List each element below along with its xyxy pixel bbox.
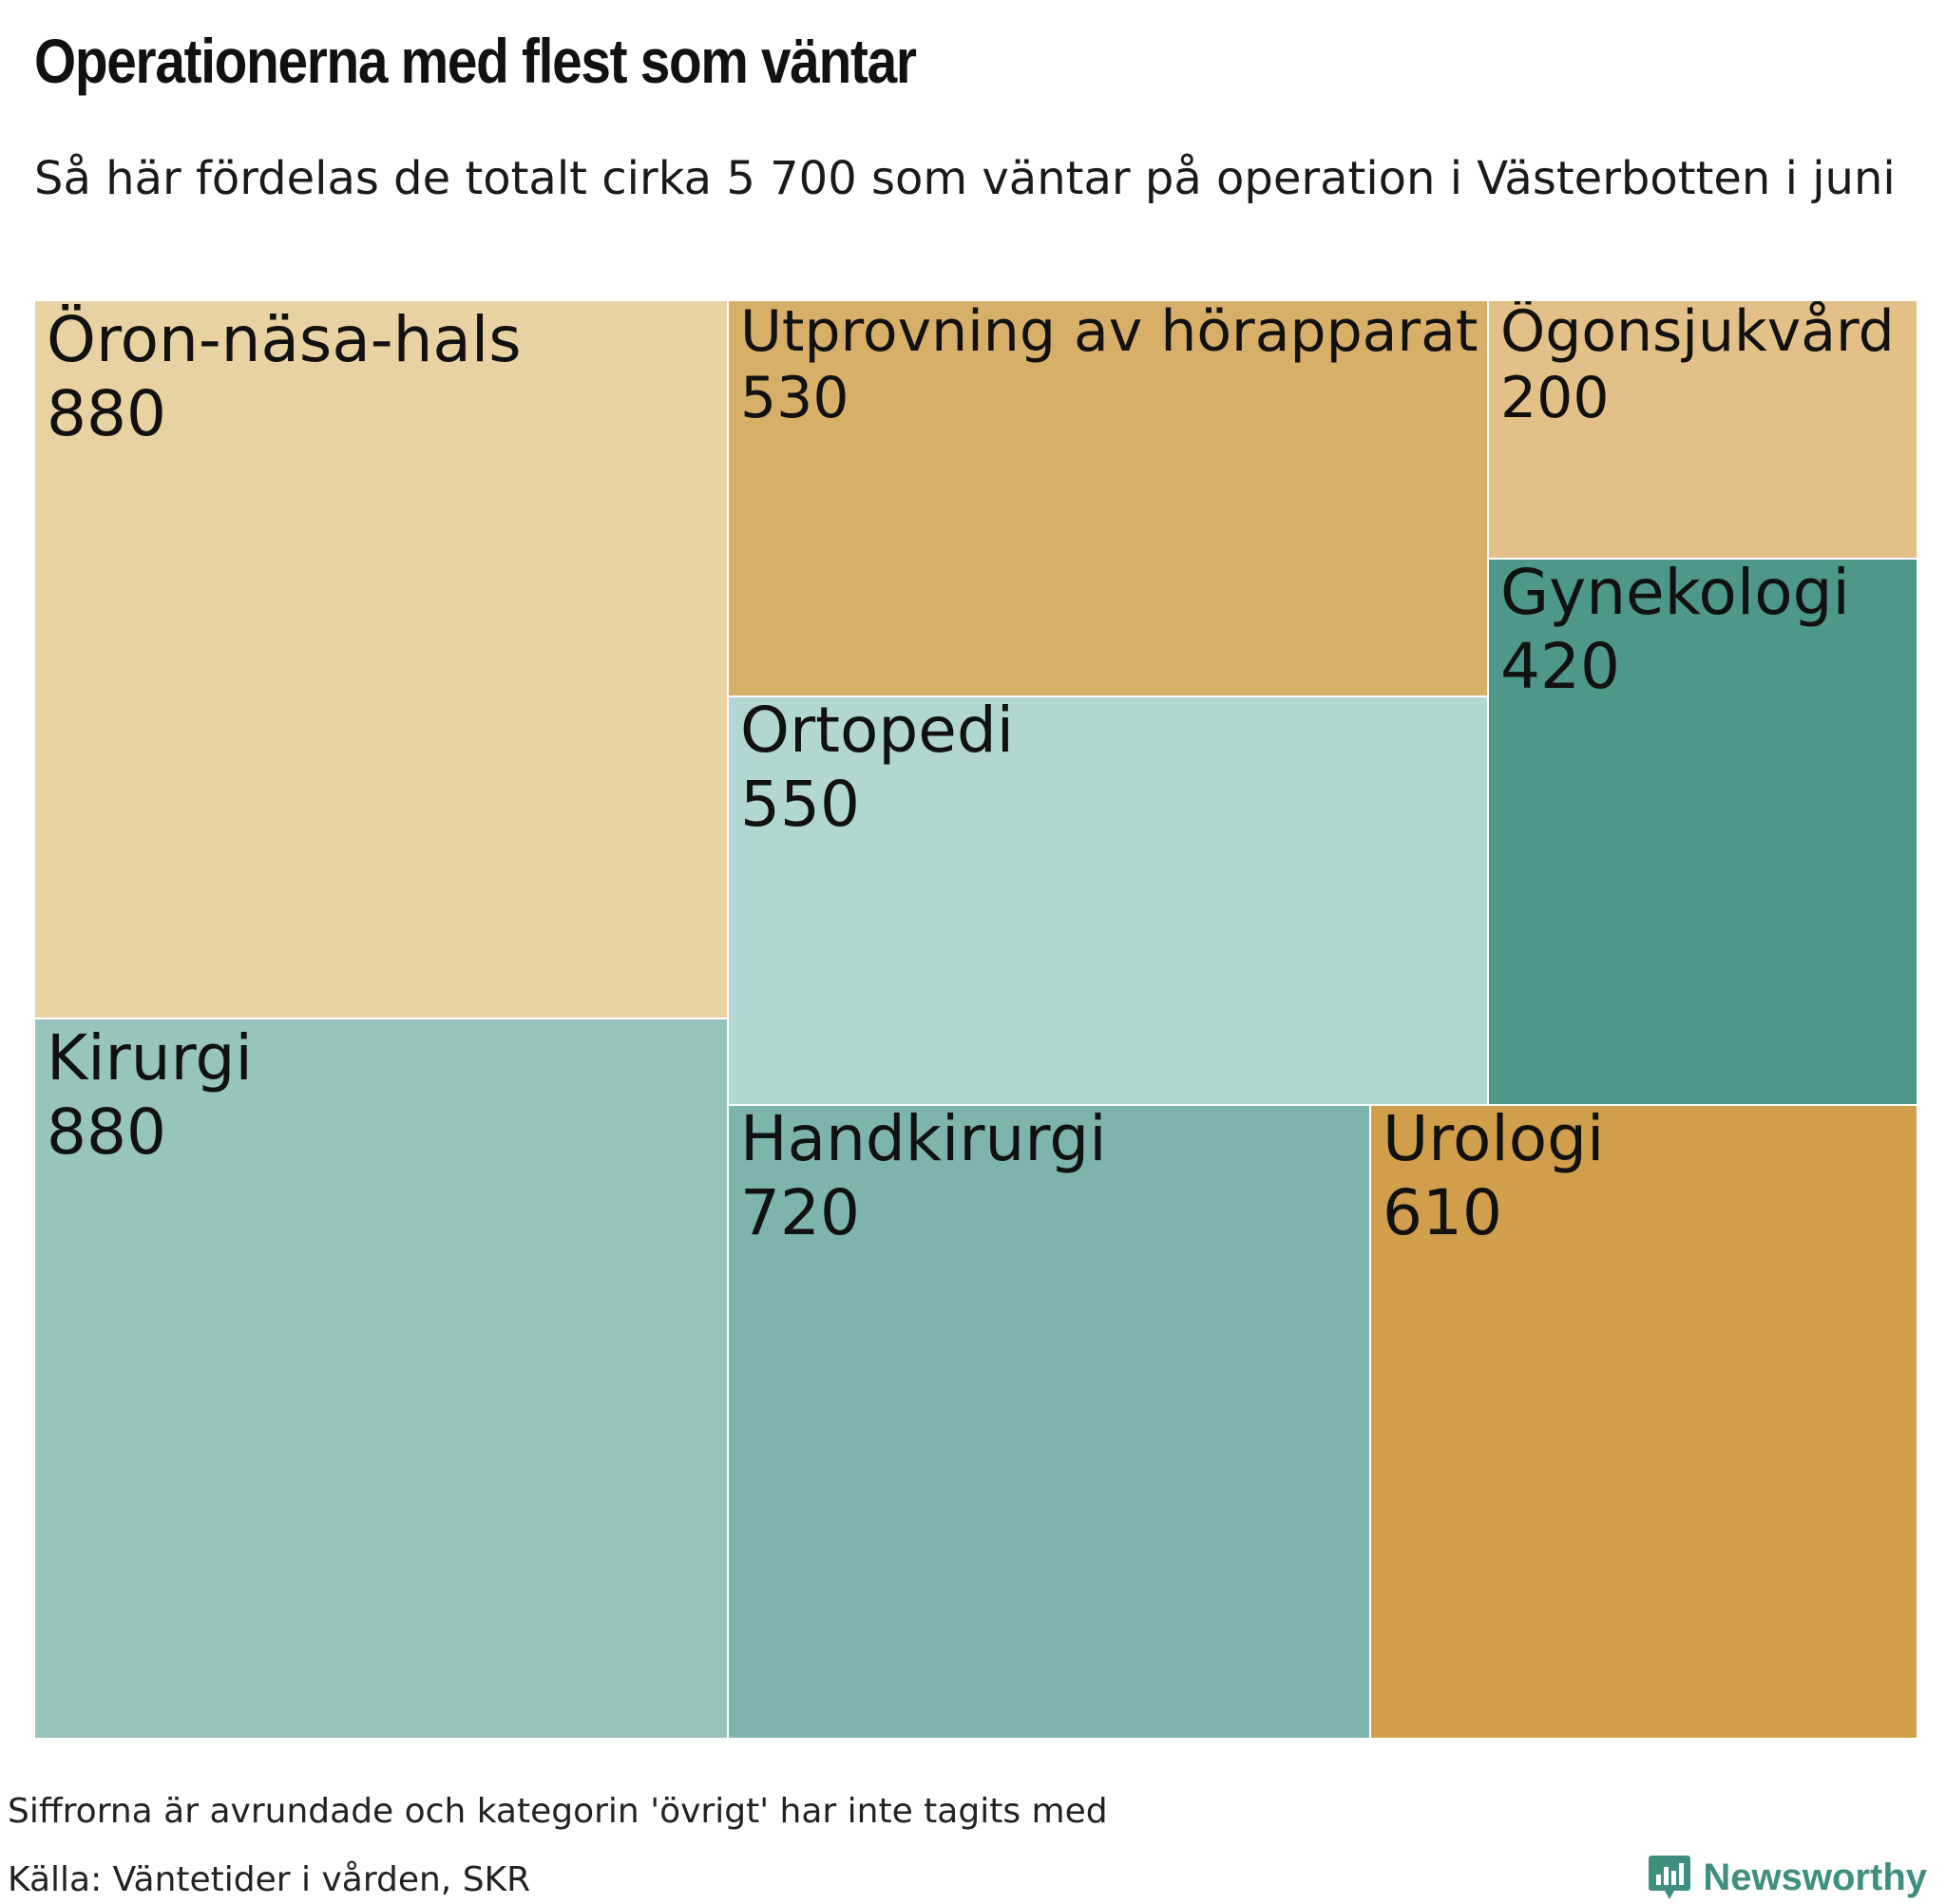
treemap-cell-urologi: Urologi 610 [1370,1105,1917,1739]
treemap-cell-ortopedi: Ortopedi 550 [728,696,1488,1105]
treemap-value: 880 [47,377,166,450]
treemap-cell-handkirurgi: Handkirurgi 720 [728,1105,1370,1739]
treemap-value: 720 [740,1176,860,1249]
treemap-label: Urologi [1383,1105,1605,1175]
treemap-cell-utprovning-av-horapparat: Utprovning av hörapparat 530 [728,300,1488,696]
chart-title: Operationerna med flest som väntar [34,26,917,96]
treemap-label: Ortopedi [740,696,1015,767]
footnote: Siffrorna är avrundade och kategorin 'öv… [8,1792,1108,1831]
bar-chart-speech-bubble-icon [1649,1856,1691,1899]
chart-subtitle: Så här fördelas de totalt cirka 5 700 so… [34,152,1896,205]
treemap-value: 530 [740,365,849,431]
brand-logo: Newsworthy [1648,1851,1927,1904]
treemap-label: Utprovning av hörapparat [740,300,1479,365]
treemap-cell-gynekologi: Gynekologi 420 [1488,559,1917,1105]
treemap-label: Kirurgi [47,1021,253,1095]
treemap-value: 420 [1500,630,1620,703]
treemap-value: 200 [1500,365,1610,431]
treemap-label: Öron-näsa-hals [47,303,522,376]
treemap-value: 550 [740,768,860,841]
treemap-cell-ogonsjukvard: Ögonsjukvård 200 [1488,300,1917,559]
treemap-value: 880 [47,1095,166,1169]
treemap-label: Ögonsjukvård [1500,300,1895,365]
treemap-cell-kirurgi: Kirurgi 880 [34,1019,728,1739]
treemap-label: Gynekologi [1500,559,1850,629]
treemap: Öron-näsa-hals 880 Kirurgi 880 Utprovning av… [34,300,1917,1739]
treemap-cell-oron-nasa-hals: Öron-näsa-hals 880 [34,300,728,1019]
treemap-value: 610 [1383,1176,1502,1249]
source-note: Källa: Väntetider i vården, SKR [8,1860,531,1899]
treemap-label: Handkirurgi [740,1105,1107,1175]
brand-name: Newsworthy [1703,1856,1927,1898]
